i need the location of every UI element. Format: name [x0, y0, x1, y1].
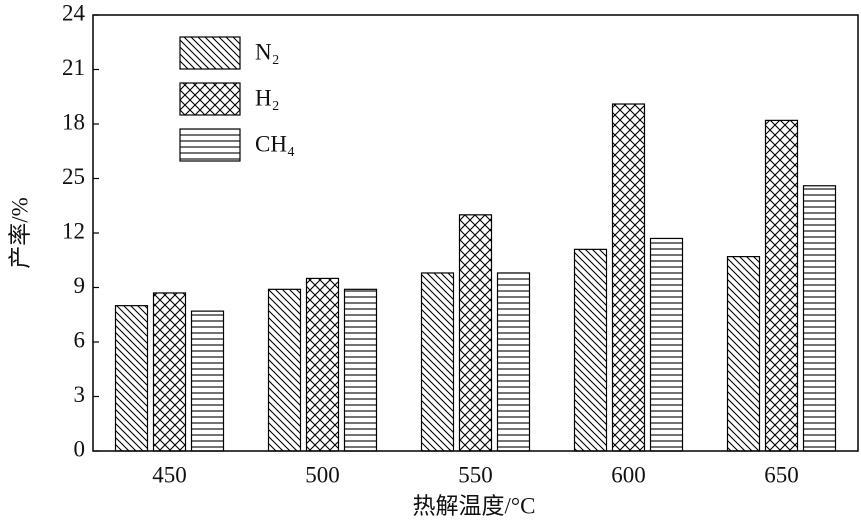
y-tick-label: 25 [62, 164, 85, 189]
legend-swatch [179, 82, 241, 116]
bar [802, 185, 837, 452]
bar [190, 310, 225, 452]
legend-swatch [179, 36, 241, 70]
y-tick-label: 0 [74, 436, 86, 461]
x-axis-label: 热解温度/°C [413, 493, 536, 518]
y-tick-label: 24 [62, 0, 86, 25]
legend-label: H₂ [255, 85, 280, 110]
y-tick-label: 3 [74, 382, 86, 407]
y-tick-label: 12 [62, 218, 85, 243]
x-tick-label: 650 [764, 462, 799, 487]
legend-label: CH₄ [255, 131, 295, 156]
x-tick-label: 600 [611, 462, 646, 487]
y-tick-label: 21 [62, 55, 85, 80]
legend-swatch [179, 128, 241, 162]
bar [573, 248, 608, 452]
y-tick-label: 9 [74, 273, 86, 298]
y-tick-label: 6 [74, 327, 86, 352]
bar [343, 288, 378, 452]
bar [726, 256, 761, 452]
bar [649, 237, 684, 452]
bar [611, 103, 646, 452]
bar [764, 119, 799, 452]
x-tick-label: 550 [458, 462, 493, 487]
bar [458, 214, 493, 452]
bar [152, 292, 187, 452]
x-tick-label: 500 [305, 462, 340, 487]
y-tick-label: 18 [62, 109, 85, 134]
bar [496, 272, 531, 452]
y-axis-label: 产率/% [7, 197, 32, 269]
legend-label: N₂ [255, 39, 280, 64]
x-tick-label: 450 [152, 462, 187, 487]
bar [420, 272, 455, 452]
bar [114, 305, 149, 452]
bar [305, 277, 340, 452]
bar [267, 288, 302, 452]
